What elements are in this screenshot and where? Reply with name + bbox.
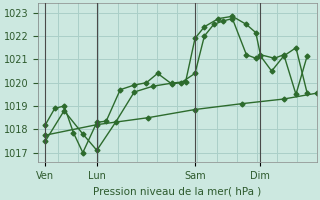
X-axis label: Pression niveau de la mer( hPa ): Pression niveau de la mer( hPa ) — [93, 187, 261, 197]
